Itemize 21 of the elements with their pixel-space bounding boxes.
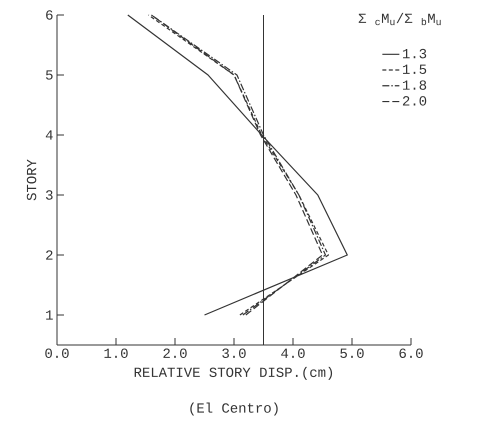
x-tick-label: 3.0 (222, 348, 246, 358)
y-tick-label: 4 (46, 130, 53, 140)
x-axis-title: RELATIVE STORY DISP.(cm) (134, 366, 332, 380)
x-tick-label: 1.0 (104, 348, 128, 358)
y-axis-title: STORY (26, 159, 36, 200)
y-tick-label: 2 (46, 250, 52, 260)
legend-label: 1.5 (402, 64, 426, 74)
y-tick-label: 5 (46, 70, 53, 80)
x-tick-label: 5.0 (340, 348, 364, 358)
x-tick-label: 6.0 (399, 348, 423, 358)
x-tick-label: 4.0 (281, 348, 305, 358)
y-tick-label: 6 (46, 10, 53, 20)
x-tick-label: 2.0 (163, 348, 187, 358)
legend-title: Σ $_{c}$M$_{u}$/Σ $_{b}$M$_{u}$ (358, 12, 441, 26)
text: (El Centro) (190, 402, 278, 416)
legend-label: 1.3 (402, 48, 426, 58)
legend-label: 2.0 (402, 96, 426, 106)
x-tick-label: 0.0 (45, 348, 69, 358)
y-tick-label: 3 (46, 190, 53, 200)
legend-label: 1.8 (402, 80, 426, 90)
y-tick-label: 1 (46, 310, 53, 320)
